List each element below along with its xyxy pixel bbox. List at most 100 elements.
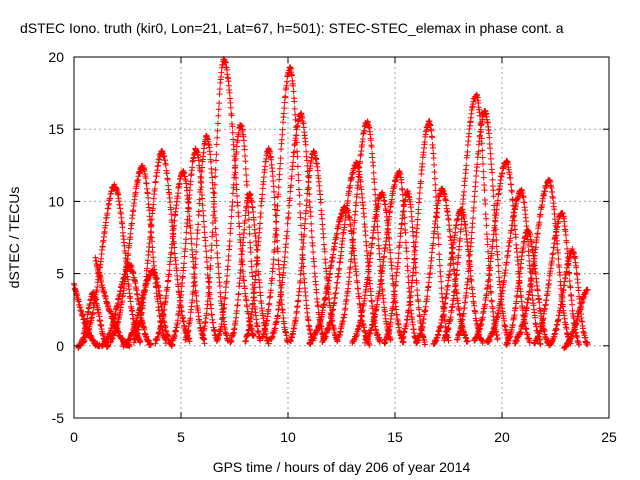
data-point-marker <box>193 248 200 255</box>
data-point-marker <box>436 262 443 269</box>
data-point-marker <box>314 167 321 174</box>
data-point-marker <box>435 241 442 248</box>
data-point-marker <box>513 249 520 256</box>
y-tick-label: 0 <box>56 338 64 354</box>
data-point-marker <box>200 212 207 219</box>
data-point-marker <box>417 178 424 185</box>
data-point-marker <box>494 335 501 342</box>
data-point-marker <box>192 261 199 268</box>
data-point-marker <box>460 310 467 317</box>
data-point-marker <box>189 297 196 304</box>
data-point-marker <box>480 168 487 175</box>
data-point-marker <box>283 78 290 85</box>
data-point-marker <box>214 127 221 134</box>
data-point-marker <box>236 223 243 230</box>
data-point-marker <box>414 221 421 228</box>
data-point-marker <box>388 265 395 272</box>
data-point-marker <box>464 148 471 155</box>
data-point-marker <box>279 309 286 316</box>
data-point-marker <box>202 237 209 244</box>
data-point-marker <box>186 187 193 194</box>
data-point-marker <box>495 268 502 275</box>
data-point-marker <box>555 256 562 263</box>
data-point-marker <box>194 227 201 234</box>
data-point-marker <box>301 231 308 238</box>
data-point-marker <box>235 290 242 297</box>
data-point-marker <box>203 248 210 255</box>
data-point-marker <box>216 100 223 107</box>
data-point-marker <box>277 155 284 162</box>
data-point-marker <box>185 205 192 212</box>
data-point-marker <box>470 204 477 211</box>
data-point-marker <box>274 202 281 209</box>
data-point-marker <box>309 242 316 249</box>
data-point-marker <box>201 340 208 347</box>
data-point-marker <box>280 269 287 276</box>
data-point-marker <box>446 268 453 275</box>
data-point-marker <box>297 278 304 285</box>
y-tick-label: 15 <box>48 121 64 137</box>
data-point-marker <box>333 285 340 292</box>
data-point-marker <box>508 188 515 195</box>
data-point-marker <box>386 235 393 242</box>
data-point-marker <box>355 173 362 180</box>
data-point-marker <box>201 223 208 230</box>
data-point-marker <box>295 171 302 178</box>
data-point-marker <box>438 278 445 285</box>
data-point-marker <box>480 174 487 181</box>
data-point-marker <box>222 294 229 301</box>
data-point-marker <box>334 279 341 286</box>
data-point-marker <box>474 161 481 168</box>
data-point-marker <box>302 216 309 223</box>
data-point-marker <box>211 181 218 188</box>
data-point-marker <box>408 289 415 296</box>
data-point-marker <box>424 293 431 300</box>
data-point-marker <box>173 267 180 274</box>
data-point-marker <box>216 86 223 93</box>
data-point-marker <box>209 174 216 181</box>
data-point-marker <box>347 264 354 271</box>
data-point-marker <box>250 208 257 215</box>
data-point-marker <box>236 275 243 282</box>
data-point-marker <box>575 287 582 294</box>
satellite-arc <box>546 246 591 349</box>
data-point-marker <box>201 229 208 236</box>
data-point-marker <box>528 275 535 282</box>
data-point-marker <box>472 179 479 186</box>
data-point-marker <box>353 191 360 198</box>
data-point-marker <box>276 171 283 178</box>
data-point-marker <box>211 198 218 205</box>
data-point-marker <box>415 298 422 305</box>
data-point-marker <box>279 126 286 133</box>
data-point-marker <box>239 248 246 255</box>
data-point-marker <box>254 260 261 267</box>
data-point-marker <box>315 303 322 310</box>
x-tick-label: 15 <box>387 429 403 445</box>
data-point-marker <box>421 341 428 348</box>
data-point-marker <box>203 258 210 265</box>
data-point-marker <box>257 210 264 217</box>
data-point-marker <box>354 279 361 286</box>
satellite-arc <box>107 162 170 347</box>
data-point-marker <box>270 177 277 184</box>
data-point-marker <box>273 212 280 219</box>
data-point-marker <box>236 231 243 238</box>
x-axis-label: GPS time / hours of day 206 of year 2014 <box>213 459 471 475</box>
data-point-marker <box>431 169 438 176</box>
data-point-marker <box>147 228 154 235</box>
data-point-marker <box>256 284 263 291</box>
data-point-marker <box>371 179 378 186</box>
data-point-marker <box>468 229 475 236</box>
data-point-marker <box>164 176 171 183</box>
data-point-marker <box>226 89 233 96</box>
data-point-marker <box>353 199 360 206</box>
data-point-marker <box>502 267 509 274</box>
data-point-marker <box>229 190 236 197</box>
data-point-marker <box>357 158 364 165</box>
x-tick-label: 20 <box>494 429 510 445</box>
data-point-marker <box>556 264 563 271</box>
data-point-marker <box>280 119 287 126</box>
data-point-marker <box>371 186 378 193</box>
data-point-marker <box>227 104 234 111</box>
data-point-marker <box>536 299 543 306</box>
